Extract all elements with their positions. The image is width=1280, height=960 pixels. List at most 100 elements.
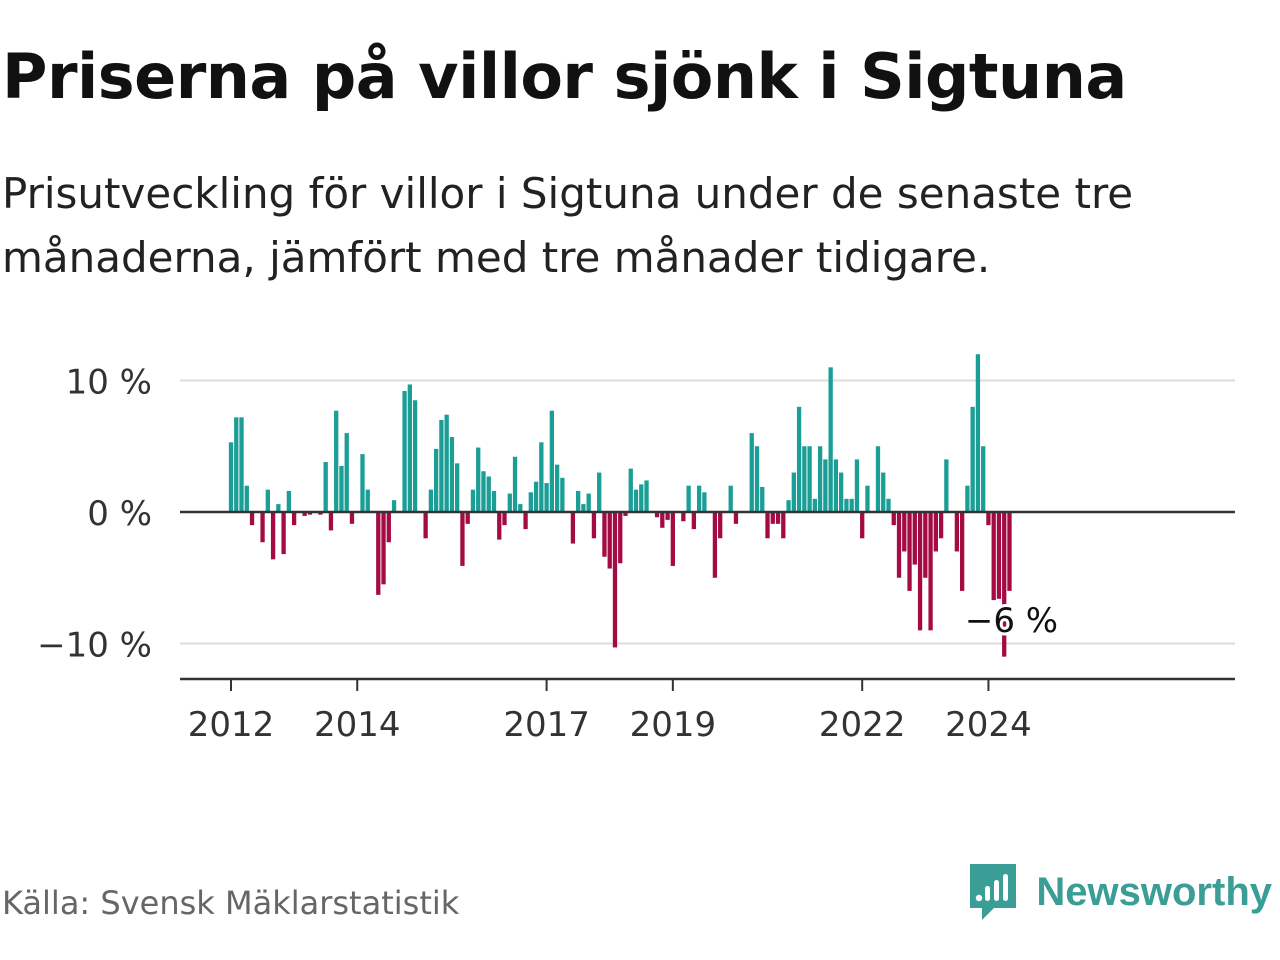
- bar: [954, 512, 960, 552]
- chart-subtitle: Prisutveckling för villor i Sigtuna unde…: [2, 169, 1134, 282]
- source-note: Källa: Svensk Mäklarstatistik: [2, 884, 460, 922]
- bar: [881, 472, 886, 512]
- bar: [786, 500, 791, 512]
- bar: [654, 512, 660, 518]
- bar: [449, 437, 455, 512]
- gridlines: [180, 379, 1235, 645]
- bar: [244, 485, 249, 512]
- bar: [875, 446, 881, 512]
- bar: [444, 414, 449, 512]
- bar: [633, 489, 639, 513]
- bar: [823, 459, 828, 512]
- bar: [912, 512, 917, 565]
- y-tick-label: −10 %: [37, 626, 152, 666]
- bar: [944, 459, 949, 512]
- bar: [775, 512, 781, 524]
- bar: [1007, 512, 1012, 591]
- bar: [618, 512, 623, 564]
- bar: [597, 472, 602, 512]
- bar: [265, 489, 270, 513]
- x-axis-ticks: 2012 2014 2017 2019 2022 2024: [188, 679, 1032, 745]
- bar: [512, 456, 518, 512]
- bar: [965, 485, 970, 512]
- bar: [339, 465, 344, 512]
- bar: [291, 512, 297, 526]
- bar: [923, 512, 928, 578]
- bar: [628, 468, 633, 512]
- bar: [928, 512, 933, 631]
- bar: [507, 493, 512, 512]
- bar: [576, 490, 581, 512]
- brand-logo: Newsworthy: [968, 862, 1272, 922]
- bar: [833, 459, 839, 512]
- bar: [696, 485, 702, 512]
- bar: [518, 504, 523, 512]
- bar: [959, 512, 965, 591]
- annotation-label: −6 %: [965, 601, 1058, 641]
- bar: [433, 448, 439, 512]
- bar: [591, 512, 597, 539]
- bar: [412, 400, 418, 512]
- bar: [807, 446, 812, 512]
- bar: [996, 512, 1002, 599]
- bar: [276, 504, 281, 512]
- bar-chart: 10 % 0 % −10 % 2012 2014 2017 2019 2022 2024 −6…: [37, 354, 1235, 745]
- bar: [712, 512, 718, 578]
- bar: [239, 417, 244, 512]
- bar: [439, 419, 444, 512]
- bar: [670, 512, 675, 566]
- bar: [754, 446, 760, 512]
- bar: [486, 476, 491, 513]
- bar: [523, 512, 528, 530]
- bar: [728, 485, 733, 512]
- y-tick-label: 0 %: [87, 494, 152, 534]
- bar: [770, 512, 775, 524]
- bar: [665, 512, 670, 520]
- bar: [491, 490, 497, 512]
- bar: [560, 477, 565, 512]
- bar: [328, 512, 334, 531]
- x-tick-label: 2017: [503, 705, 590, 745]
- bar: [812, 498, 818, 512]
- bar: [334, 410, 339, 512]
- bar: [381, 512, 386, 585]
- bar: [581, 504, 586, 512]
- bar: [860, 512, 865, 539]
- x-tick-label: 2019: [630, 705, 717, 745]
- bar: [865, 485, 870, 512]
- bar: [349, 512, 355, 524]
- bar: [644, 480, 649, 512]
- bar: [570, 512, 576, 544]
- bar: [602, 512, 607, 557]
- bar: [502, 512, 507, 526]
- bar: [817, 446, 823, 512]
- bar: [455, 463, 460, 512]
- bar: [686, 485, 691, 512]
- bar: [839, 472, 844, 512]
- bar: [986, 512, 991, 526]
- newsworthy-logo-icon: [970, 864, 1017, 920]
- bar: [975, 354, 981, 512]
- bar: [828, 367, 833, 512]
- bar: [917, 512, 923, 631]
- bar: [791, 472, 796, 512]
- bar: [497, 512, 502, 540]
- x-tick-label: 2014: [314, 705, 401, 745]
- bar: [733, 512, 739, 524]
- bar: [796, 406, 802, 512]
- x-tick-label: 2024: [945, 705, 1032, 745]
- bar: [660, 512, 665, 528]
- bar: [476, 447, 481, 512]
- bar: [749, 433, 754, 512]
- bar: [465, 512, 470, 524]
- bar: [481, 471, 486, 513]
- x-tick-label: 2022: [819, 705, 906, 745]
- bar: [402, 391, 407, 512]
- bar: [539, 442, 544, 512]
- bar: [981, 446, 986, 512]
- bar: [391, 500, 397, 512]
- bar: [281, 512, 286, 555]
- bar: [423, 512, 428, 539]
- bars: [228, 354, 1012, 657]
- bar: [1002, 512, 1007, 657]
